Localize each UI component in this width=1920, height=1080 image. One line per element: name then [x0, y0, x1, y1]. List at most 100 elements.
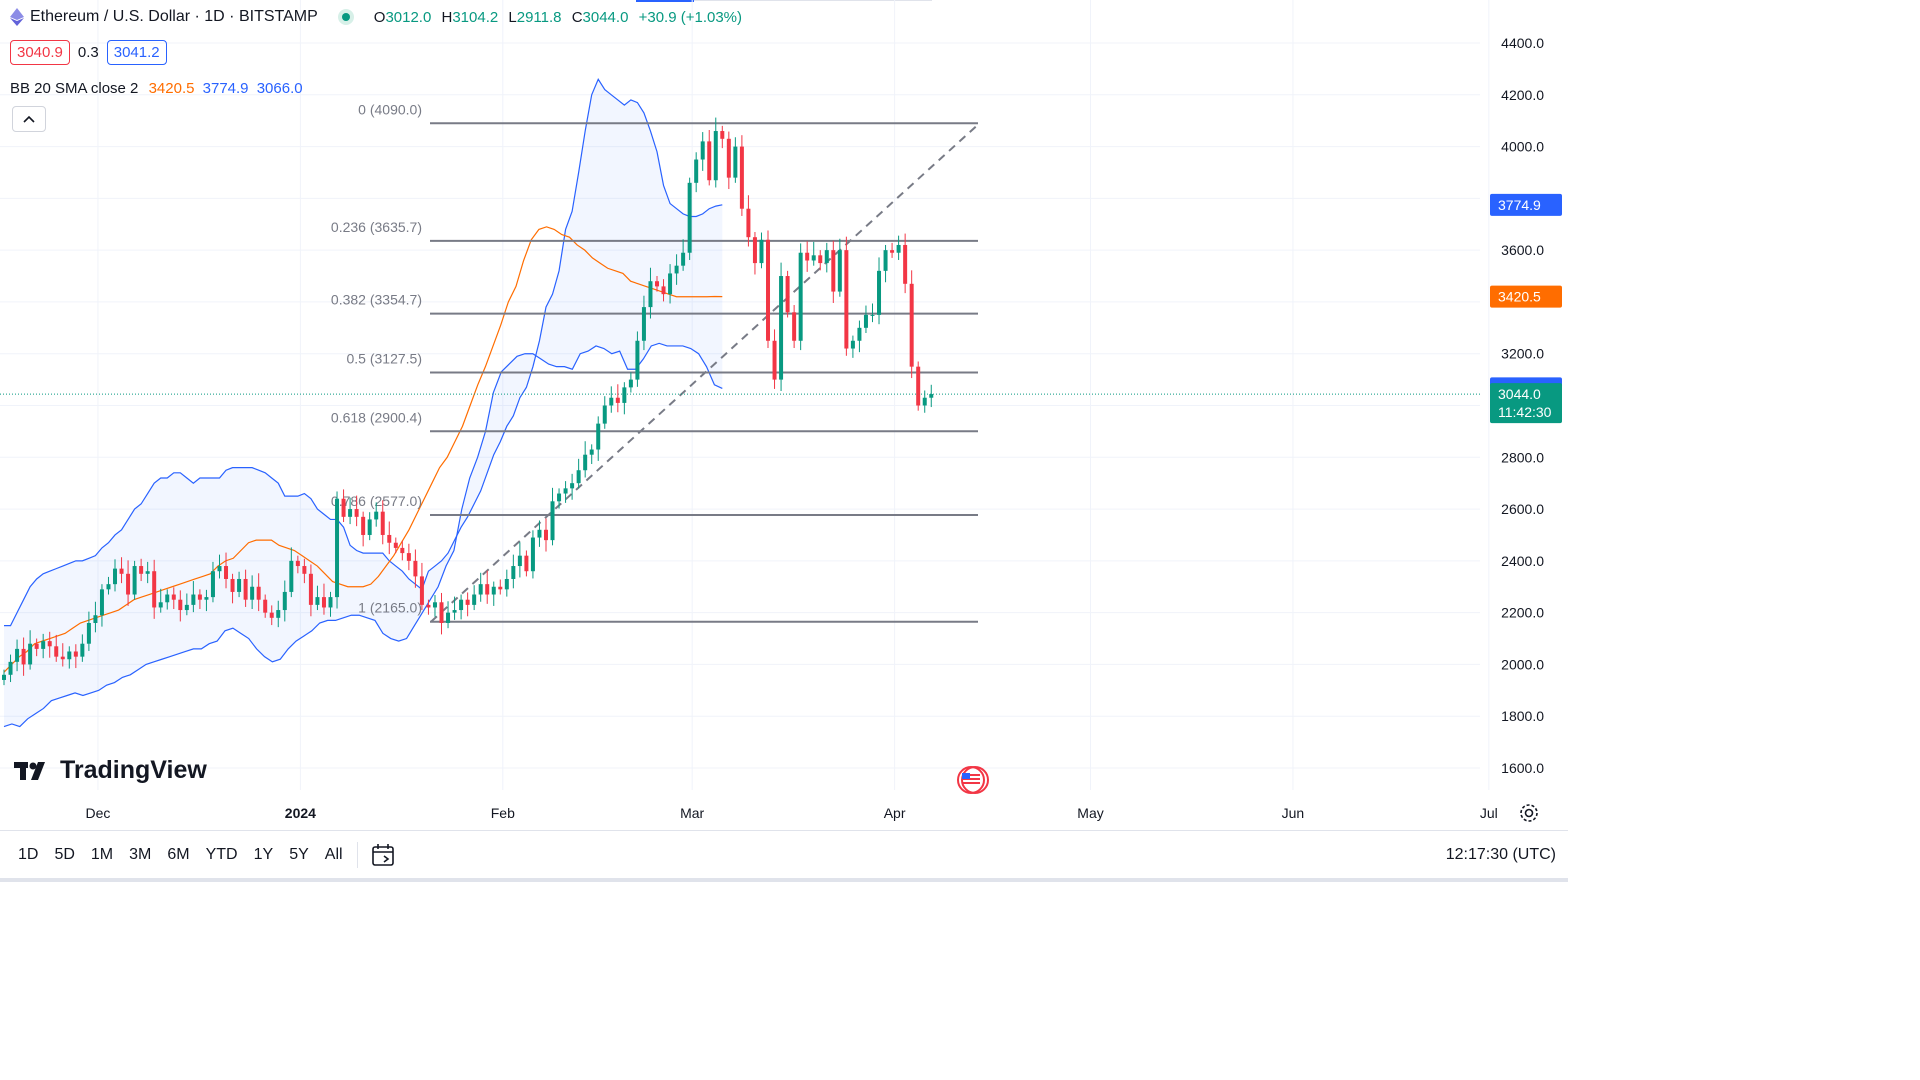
candle-body	[328, 597, 333, 608]
fib-level-label: 0 (4090.0)	[358, 101, 422, 117]
price-chart[interactable]: 0 (4090.0) 0.236 (3635.7) 0.382 (3354.7) 0.…	[0, 0, 1568, 830]
candle-body	[446, 612, 451, 623]
price-tag	[1490, 383, 1562, 424]
price-tag-countdown: 11:42:30	[1498, 404, 1552, 420]
candle-body	[863, 314, 868, 328]
candle-body	[432, 602, 437, 608]
fib-level-label: 0.786 (2577.0)	[331, 493, 422, 509]
candle-body	[308, 573, 313, 605]
candle-body	[883, 250, 888, 271]
candle-body	[15, 648, 20, 662]
utc-clock[interactable]: 12:17:30 (UTC)	[1445, 846, 1556, 863]
candle-body	[237, 578, 242, 592]
indicator-upper-value: 3774.9	[202, 80, 249, 97]
timeframe-5y-button[interactable]: 5Y	[289, 846, 309, 863]
candle-body	[602, 405, 607, 424]
candle-body	[145, 571, 150, 574]
candle-body	[132, 566, 137, 595]
candle-body	[498, 586, 503, 590]
candle-body	[302, 566, 307, 574]
candle-body	[113, 568, 118, 585]
candle-body	[210, 571, 215, 598]
x-tick-label: Dec	[85, 805, 110, 821]
candle-body	[276, 610, 281, 618]
candle-body	[126, 573, 131, 595]
candle-body	[217, 566, 222, 572]
fib-level-label: 0.618 (2900.4)	[331, 409, 422, 425]
indicator-lower-value: 3066.0	[256, 80, 303, 97]
candle-body	[21, 648, 26, 665]
candle-body	[824, 250, 829, 264]
candle-body	[139, 566, 144, 574]
candle-body	[8, 661, 13, 675]
candle-body	[857, 327, 862, 341]
candle-body	[576, 470, 581, 484]
collapse-legend-button[interactable]	[12, 106, 46, 132]
candle-body	[785, 276, 790, 313]
candle-body	[230, 578, 235, 592]
candle-body	[890, 250, 895, 253]
low-value: 2911.8	[516, 8, 562, 26]
symbol-legend: Ethereum / U.S. Dollar · 1D · BITSTAMP O…	[10, 8, 748, 26]
candle-body	[491, 586, 496, 595]
timeframe-5d-button[interactable]: 5D	[54, 846, 75, 863]
bollinger-basis-line	[3, 226, 723, 673]
indicator-legend[interactable]: BB 20 SMA close 2 3420.5 3774.9 3066.0	[10, 80, 303, 97]
timeframe-1m-button[interactable]: 1M	[90, 846, 114, 863]
candle-body	[47, 641, 52, 647]
candle-body	[282, 591, 287, 611]
fib-trend-line	[430, 122, 981, 623]
candle-body	[321, 597, 326, 608]
candle-body	[426, 604, 431, 608]
candle-body	[563, 488, 568, 494]
buy-price-button[interactable]: 3041.2	[106, 40, 167, 65]
candle-body	[295, 560, 300, 567]
candle-body	[726, 138, 731, 178]
candle-body	[583, 454, 588, 471]
bollinger-upper-line	[4, 77, 723, 627]
candle-body	[831, 250, 836, 292]
timeframe-1d-button[interactable]: 1D	[18, 846, 39, 863]
candle-body	[73, 651, 78, 657]
candle-body	[524, 555, 529, 572]
y-tick-label: 2800.0	[1501, 449, 1544, 465]
candle-body	[406, 553, 411, 561]
candle-body	[641, 307, 646, 341]
tradingview-logo[interactable]: TradingView	[14, 756, 207, 785]
candle-body	[400, 547, 405, 554]
candle-body	[439, 602, 444, 623]
candle-body	[413, 560, 418, 577]
y-tick-label: 2000.0	[1501, 656, 1544, 672]
symbol-title[interactable]: Ethereum / U.S. Dollar · 1D · BITSTAMP	[30, 8, 318, 25]
settings-gear-icon[interactable]	[1518, 802, 1540, 824]
timeframe-ytd-button[interactable]: YTD	[205, 846, 238, 863]
timeframe-6m-button[interactable]: 6M	[167, 846, 190, 863]
calendar-goto-icon[interactable]	[370, 842, 396, 868]
candle-body	[517, 555, 522, 567]
price-tag-value: 3044.0	[1498, 386, 1541, 402]
us-flag-event-icon[interactable]	[952, 766, 992, 794]
indicator-label: BB 20 SMA close 2	[10, 80, 139, 97]
timeframe-3m-button[interactable]: 3M	[129, 846, 152, 863]
x-tick-label: Jul	[1480, 805, 1498, 821]
timeframe-all-button[interactable]: All	[324, 846, 343, 863]
bottom-toolbar: 1D 5D 1M 3M 6M YTD 1Y 5Y All 12:17:30 (U…	[0, 830, 1568, 879]
candle-body	[818, 255, 823, 264]
x-tick-label: Feb	[491, 805, 515, 821]
sell-price-button[interactable]: 3040.9	[10, 40, 70, 65]
candle-body	[694, 159, 699, 183]
candle-body	[909, 283, 914, 367]
candle-body	[511, 566, 516, 579]
candle-body	[171, 594, 176, 600]
change-value: +30.9 (+1.03%)	[638, 8, 742, 26]
candle-body	[570, 483, 575, 489]
candle-body	[361, 516, 366, 535]
candle-body	[34, 643, 39, 649]
timeframe-1y-button[interactable]: 1Y	[253, 846, 274, 863]
price-tag	[1490, 193, 1562, 216]
candle-body	[204, 597, 209, 600]
y-tick-label: 4200.0	[1501, 87, 1544, 103]
candle-body	[661, 286, 666, 295]
candle-body	[622, 387, 627, 403]
candle-body	[2, 674, 6, 680]
